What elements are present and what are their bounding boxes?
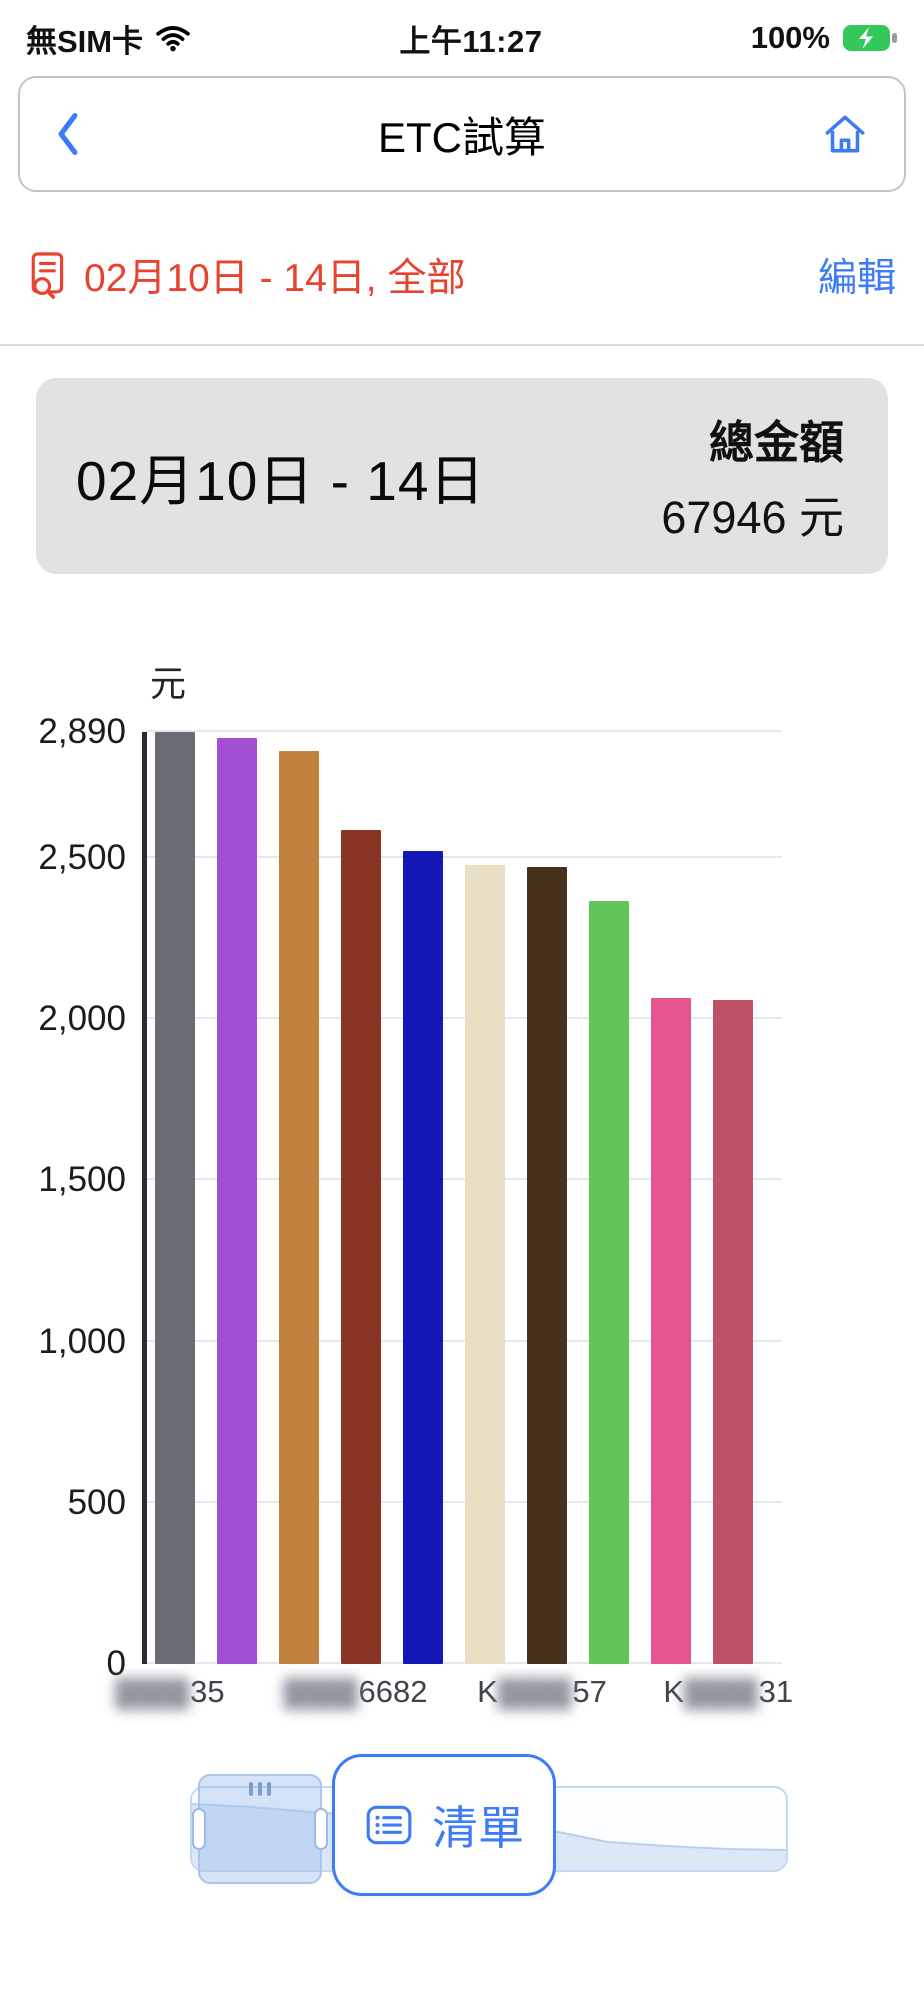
list-button-label: 清單 <box>432 1802 524 1854</box>
y-tick-label: 1,500 <box>38 1160 126 1200</box>
gridline-1,000 <box>147 1339 782 1342</box>
range-handle-right[interactable] <box>314 1808 328 1850</box>
x-label-1: ▇▇▇ 35 <box>115 1674 225 1709</box>
back-button[interactable] <box>54 111 124 157</box>
document-search-icon[interactable] <box>28 250 70 300</box>
page-title: ETC試算 <box>377 113 546 161</box>
y-tick-label: 500 <box>67 1482 126 1522</box>
bars <box>147 732 782 1664</box>
gridline-0 <box>147 1662 782 1664</box>
filter-range-label[interactable]: 02月10日 - 14日, 全部 <box>84 257 466 300</box>
filter-row: 02月10日 - 14日, 全部 編輯 <box>0 238 924 312</box>
total-amount-label: 總金額 <box>708 417 844 468</box>
y-tick-label: 2,500 <box>38 837 126 877</box>
y-axis-unit-label: 元 <box>150 663 187 704</box>
nav-bar: ETC試算 <box>18 76 906 192</box>
wifi-icon <box>155 24 191 52</box>
y-tick-label: 2,000 <box>38 999 126 1039</box>
y-tick-label: 1,000 <box>38 1321 126 1361</box>
list-button[interactable]: 清單 <box>332 1754 556 1896</box>
x-label-3: K ▇▇▇ 57 <box>477 1674 607 1709</box>
list-icon <box>364 1800 414 1850</box>
gridline-2,000 <box>147 1017 782 1020</box>
gridline-2,500 <box>147 855 782 858</box>
battery-charging-icon <box>842 23 898 53</box>
y-tick-label: 0 <box>106 1644 126 1683</box>
edit-button[interactable]: 編輯 <box>817 257 896 300</box>
gridline-500 <box>147 1500 782 1503</box>
bar-chart: 元 2,890 2,500 2,000 1,500 1,000 500 0 ▇▇▇ 35 ▇▇▇… <box>0 662 924 1726</box>
bar-4[interactable] <box>341 830 381 1664</box>
status-time: 上午11:27 <box>399 23 543 59</box>
home-icon <box>820 109 870 159</box>
bar-8[interactable] <box>589 901 629 1664</box>
gridline-1,500 <box>147 1178 782 1181</box>
y-tick-label: 2,890 <box>38 712 126 751</box>
divider <box>0 344 924 346</box>
bar-3[interactable] <box>279 751 319 1664</box>
carrier-label: 無SIM卡 <box>26 23 144 59</box>
bar-2[interactable] <box>217 738 257 1664</box>
total-amount-value: 67946 元 <box>661 492 844 543</box>
gridline-2,890 <box>147 730 782 732</box>
drag-grip-icon <box>249 1782 271 1796</box>
battery-percent: 100% <box>750 20 830 55</box>
home-button[interactable] <box>800 109 870 159</box>
x-labels: ▇▇▇ 35 ▇▇▇ 6682 K ▇▇▇ 57 K ▇▇▇ 31 <box>116 1664 793 1726</box>
chevron-left-icon <box>54 111 82 157</box>
bar-6[interactable] <box>465 864 505 1664</box>
range-handle-left[interactable] <box>192 1808 206 1850</box>
y-axis: 2,890 2,500 2,000 1,500 1,000 500 0 <box>0 712 142 1683</box>
x-label-2: ▇▇▇ 6682 <box>284 1674 428 1709</box>
bar-7[interactable] <box>527 867 567 1664</box>
summary-period: 02月10日 - 14日 <box>76 450 486 512</box>
bar-10[interactable] <box>713 1000 753 1664</box>
status-bar: 無SIM卡 上午11:27 100% <box>0 0 924 70</box>
bar-5[interactable] <box>403 851 443 1664</box>
summary-card[interactable]: 02月10日 - 14日 總金額 67946 元 <box>36 378 888 574</box>
bar-1[interactable] <box>155 732 195 1664</box>
footer: 清單 <box>0 1754 924 1914</box>
x-label-4: K ▇▇▇ 31 <box>663 1674 794 1709</box>
chart-range-thumb[interactable] <box>192 1774 328 1884</box>
bar-9[interactable] <box>651 998 691 1664</box>
chart-plot <box>142 730 782 1664</box>
